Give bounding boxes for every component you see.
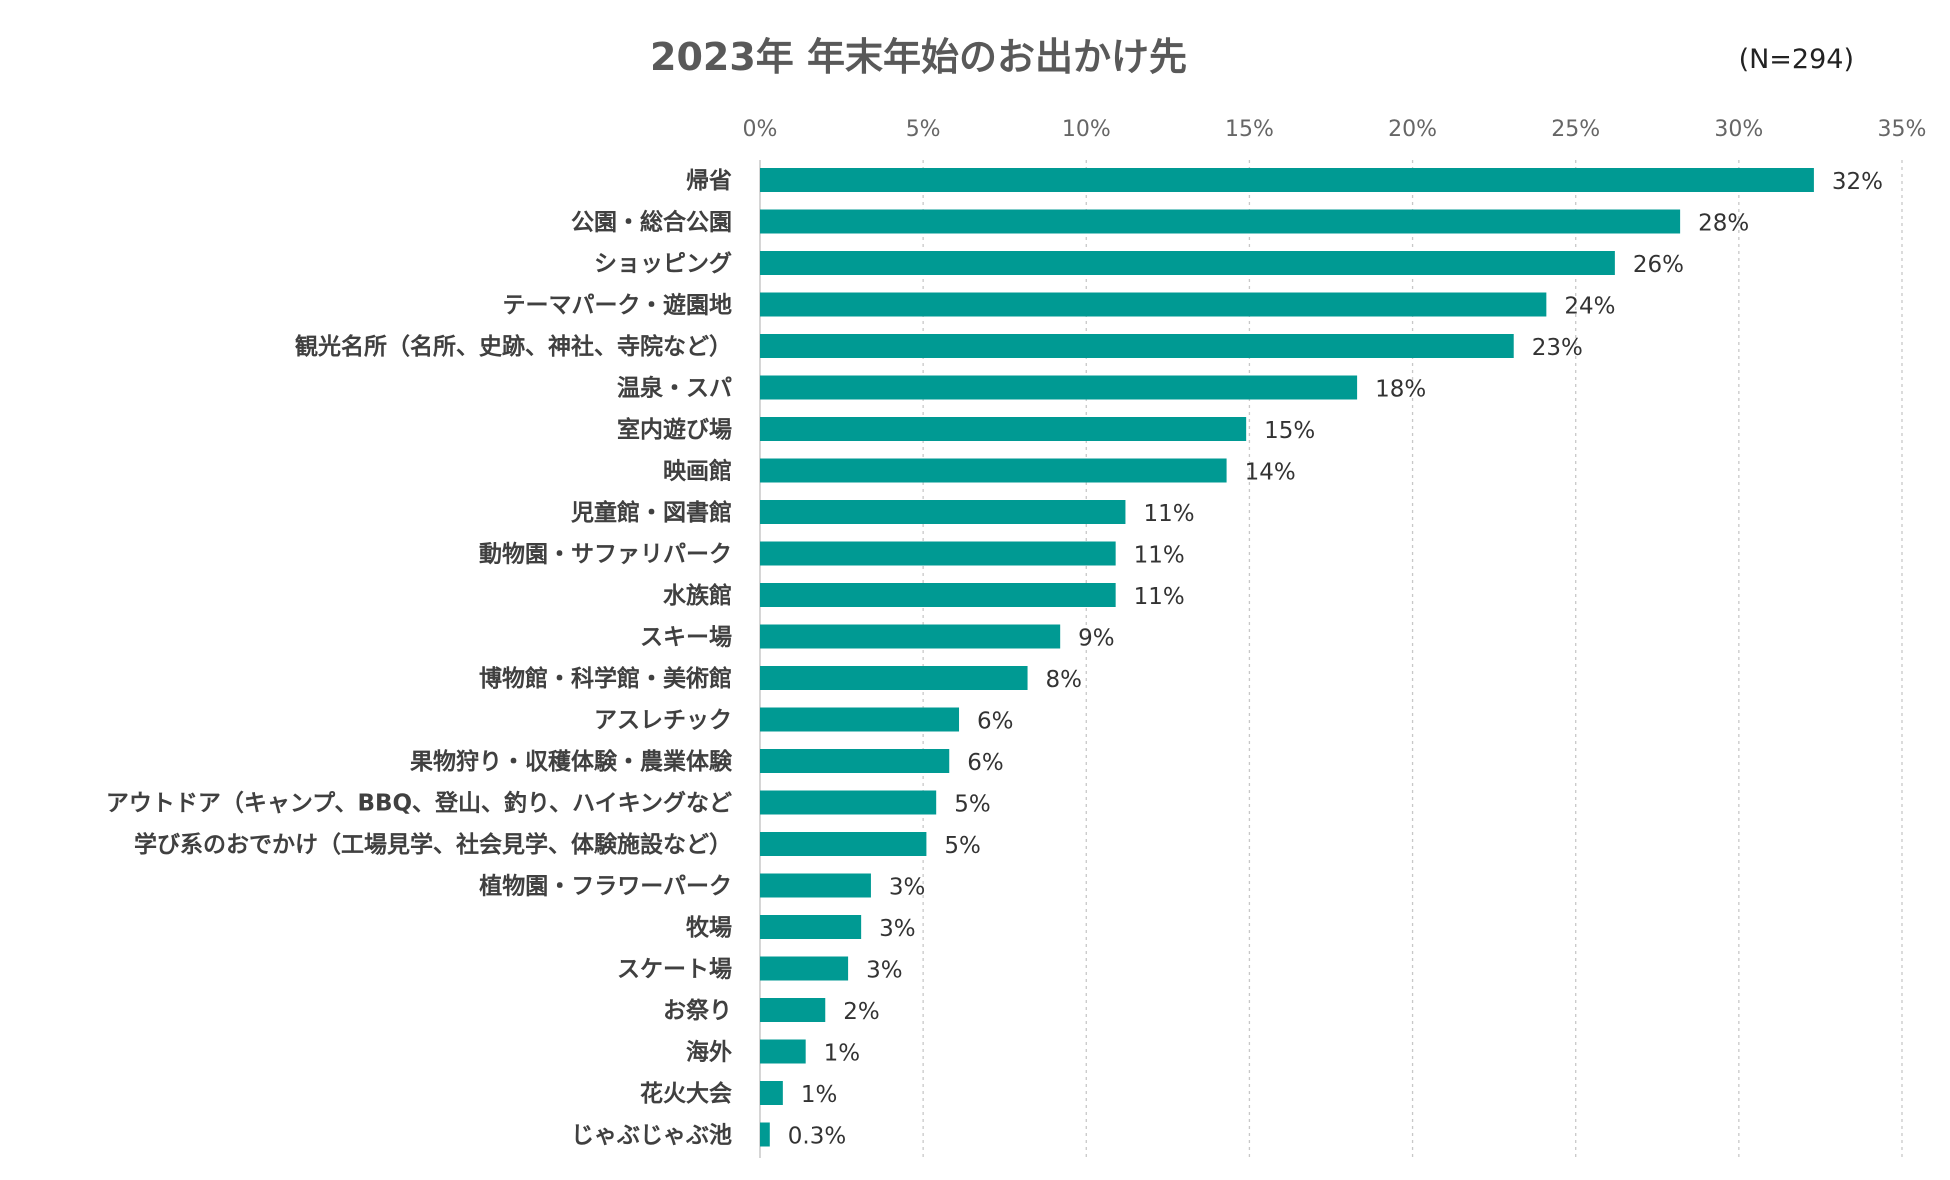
value-label: 11%: [1143, 501, 1194, 527]
value-label: 14%: [1245, 460, 1296, 486]
value-labels: 32% 28% 26% 24% 23% 18% 15% 14% 11% 11% 11% 9% 8% 6% 6…: [788, 169, 1883, 1150]
value-label: 1%: [824, 1041, 861, 1067]
value-label: 18%: [1375, 377, 1426, 403]
bar: [760, 209, 1681, 234]
value-label: 3%: [866, 958, 903, 984]
category-label: 動物園・サファリパーク: [479, 541, 732, 568]
category-label: 室内遊び場: [617, 416, 732, 443]
value-label: 3%: [889, 875, 926, 901]
value-label: 3%: [879, 916, 916, 942]
bar: [760, 541, 1116, 566]
category-label: 映画館: [663, 458, 732, 485]
x-tick-label: 30%: [1714, 117, 1763, 142]
category-label: テーマパーク・遊園地: [502, 292, 732, 319]
bar: [760, 251, 1615, 275]
category-label: 海外: [686, 1039, 732, 1066]
value-label: 15%: [1264, 418, 1315, 444]
bar: [760, 666, 1028, 690]
value-label: 0.3%: [788, 1124, 846, 1150]
x-tick-label: 5%: [906, 117, 941, 142]
value-label: 1%: [801, 1082, 838, 1108]
category-label: 公園・総合公園: [571, 209, 732, 236]
chart-title: 2023年 年末年始のお出かけ先: [650, 35, 1187, 79]
x-tick-label: 0%: [743, 117, 778, 142]
category-label: 果物狩り・収穫体験・農業体験: [410, 748, 733, 775]
value-label: 6%: [967, 750, 1004, 776]
sample-size-note: (N=294): [1738, 44, 1854, 75]
value-label: 23%: [1532, 335, 1583, 361]
category-label: スケート場: [617, 957, 732, 983]
category-label: 水族館: [663, 582, 732, 609]
bar: [760, 873, 871, 898]
value-label: 28%: [1698, 211, 1749, 237]
bar: [760, 500, 1126, 524]
bar: [760, 583, 1116, 607]
bar: [760, 1081, 783, 1105]
value-label: 24%: [1564, 294, 1615, 320]
category-label: 観光名所（名所、史跡、神社、寺院など）: [295, 333, 732, 360]
value-label: 26%: [1633, 252, 1684, 278]
category-label: アスレチック: [594, 708, 732, 734]
category-label: 博物館・科学館・美術館: [479, 665, 732, 692]
gridlines: [759, 160, 1903, 1158]
bar: [760, 1039, 806, 1064]
value-label: 5%: [954, 792, 991, 818]
bars: [760, 168, 1814, 1147]
x-tick-label: 10%: [1062, 117, 1111, 142]
category-label: じゃぶじゃぶ池: [571, 1123, 732, 1149]
category-label: スキー場: [640, 625, 732, 651]
category-label: 温泉・スパ: [617, 375, 732, 402]
x-tick-label: 20%: [1388, 117, 1437, 142]
category-label: 牧場: [686, 914, 732, 941]
bar: [760, 956, 849, 981]
bar: [760, 832, 927, 856]
category-label: 児童館・図書館: [570, 499, 732, 526]
value-label: 32%: [1832, 169, 1883, 195]
value-label: 9%: [1078, 626, 1115, 652]
category-label: お祭り: [663, 997, 732, 1024]
bar: [760, 168, 1814, 192]
category-label: ショッピング: [594, 250, 732, 277]
bar: [760, 334, 1514, 358]
bar: [760, 998, 826, 1022]
bar: [760, 749, 950, 773]
x-tick-label: 35%: [1878, 117, 1927, 142]
x-axis-ticks: 0% 5% 10% 15% 20% 25% 30% 35%: [743, 117, 1927, 142]
bar: [760, 624, 1061, 649]
category-label: アウトドア（キャンプ、BBQ、登山、釣り、ハイキングなど: [106, 790, 732, 817]
bar: [760, 1122, 770, 1147]
x-tick-label: 15%: [1225, 117, 1274, 142]
bar: [760, 790, 937, 815]
value-label: 2%: [843, 999, 880, 1025]
category-labels: 帰省公園・総合公園ショッピングテーマパーク・遊園地観光名所（名所、史跡、神社、寺…: [106, 168, 733, 1149]
category-label: 植物園・フラワーパーク: [479, 873, 732, 900]
value-label: 6%: [977, 709, 1014, 735]
category-label: 学び系のおでかけ（工場見学、社会見学、体験施設など）: [134, 831, 732, 858]
value-label: 8%: [1046, 667, 1083, 693]
bar: [760, 417, 1247, 441]
bar: [760, 375, 1358, 400]
bar: [760, 707, 960, 732]
bar: [760, 292, 1547, 317]
value-label: 11%: [1134, 543, 1185, 569]
category-label: 花火大会: [640, 1080, 732, 1107]
bar: [760, 458, 1227, 483]
value-label: 11%: [1134, 584, 1185, 610]
bar: [760, 915, 862, 939]
x-tick-label: 25%: [1551, 117, 1600, 142]
value-label: 5%: [944, 833, 981, 859]
category-label: 帰省: [686, 168, 732, 194]
